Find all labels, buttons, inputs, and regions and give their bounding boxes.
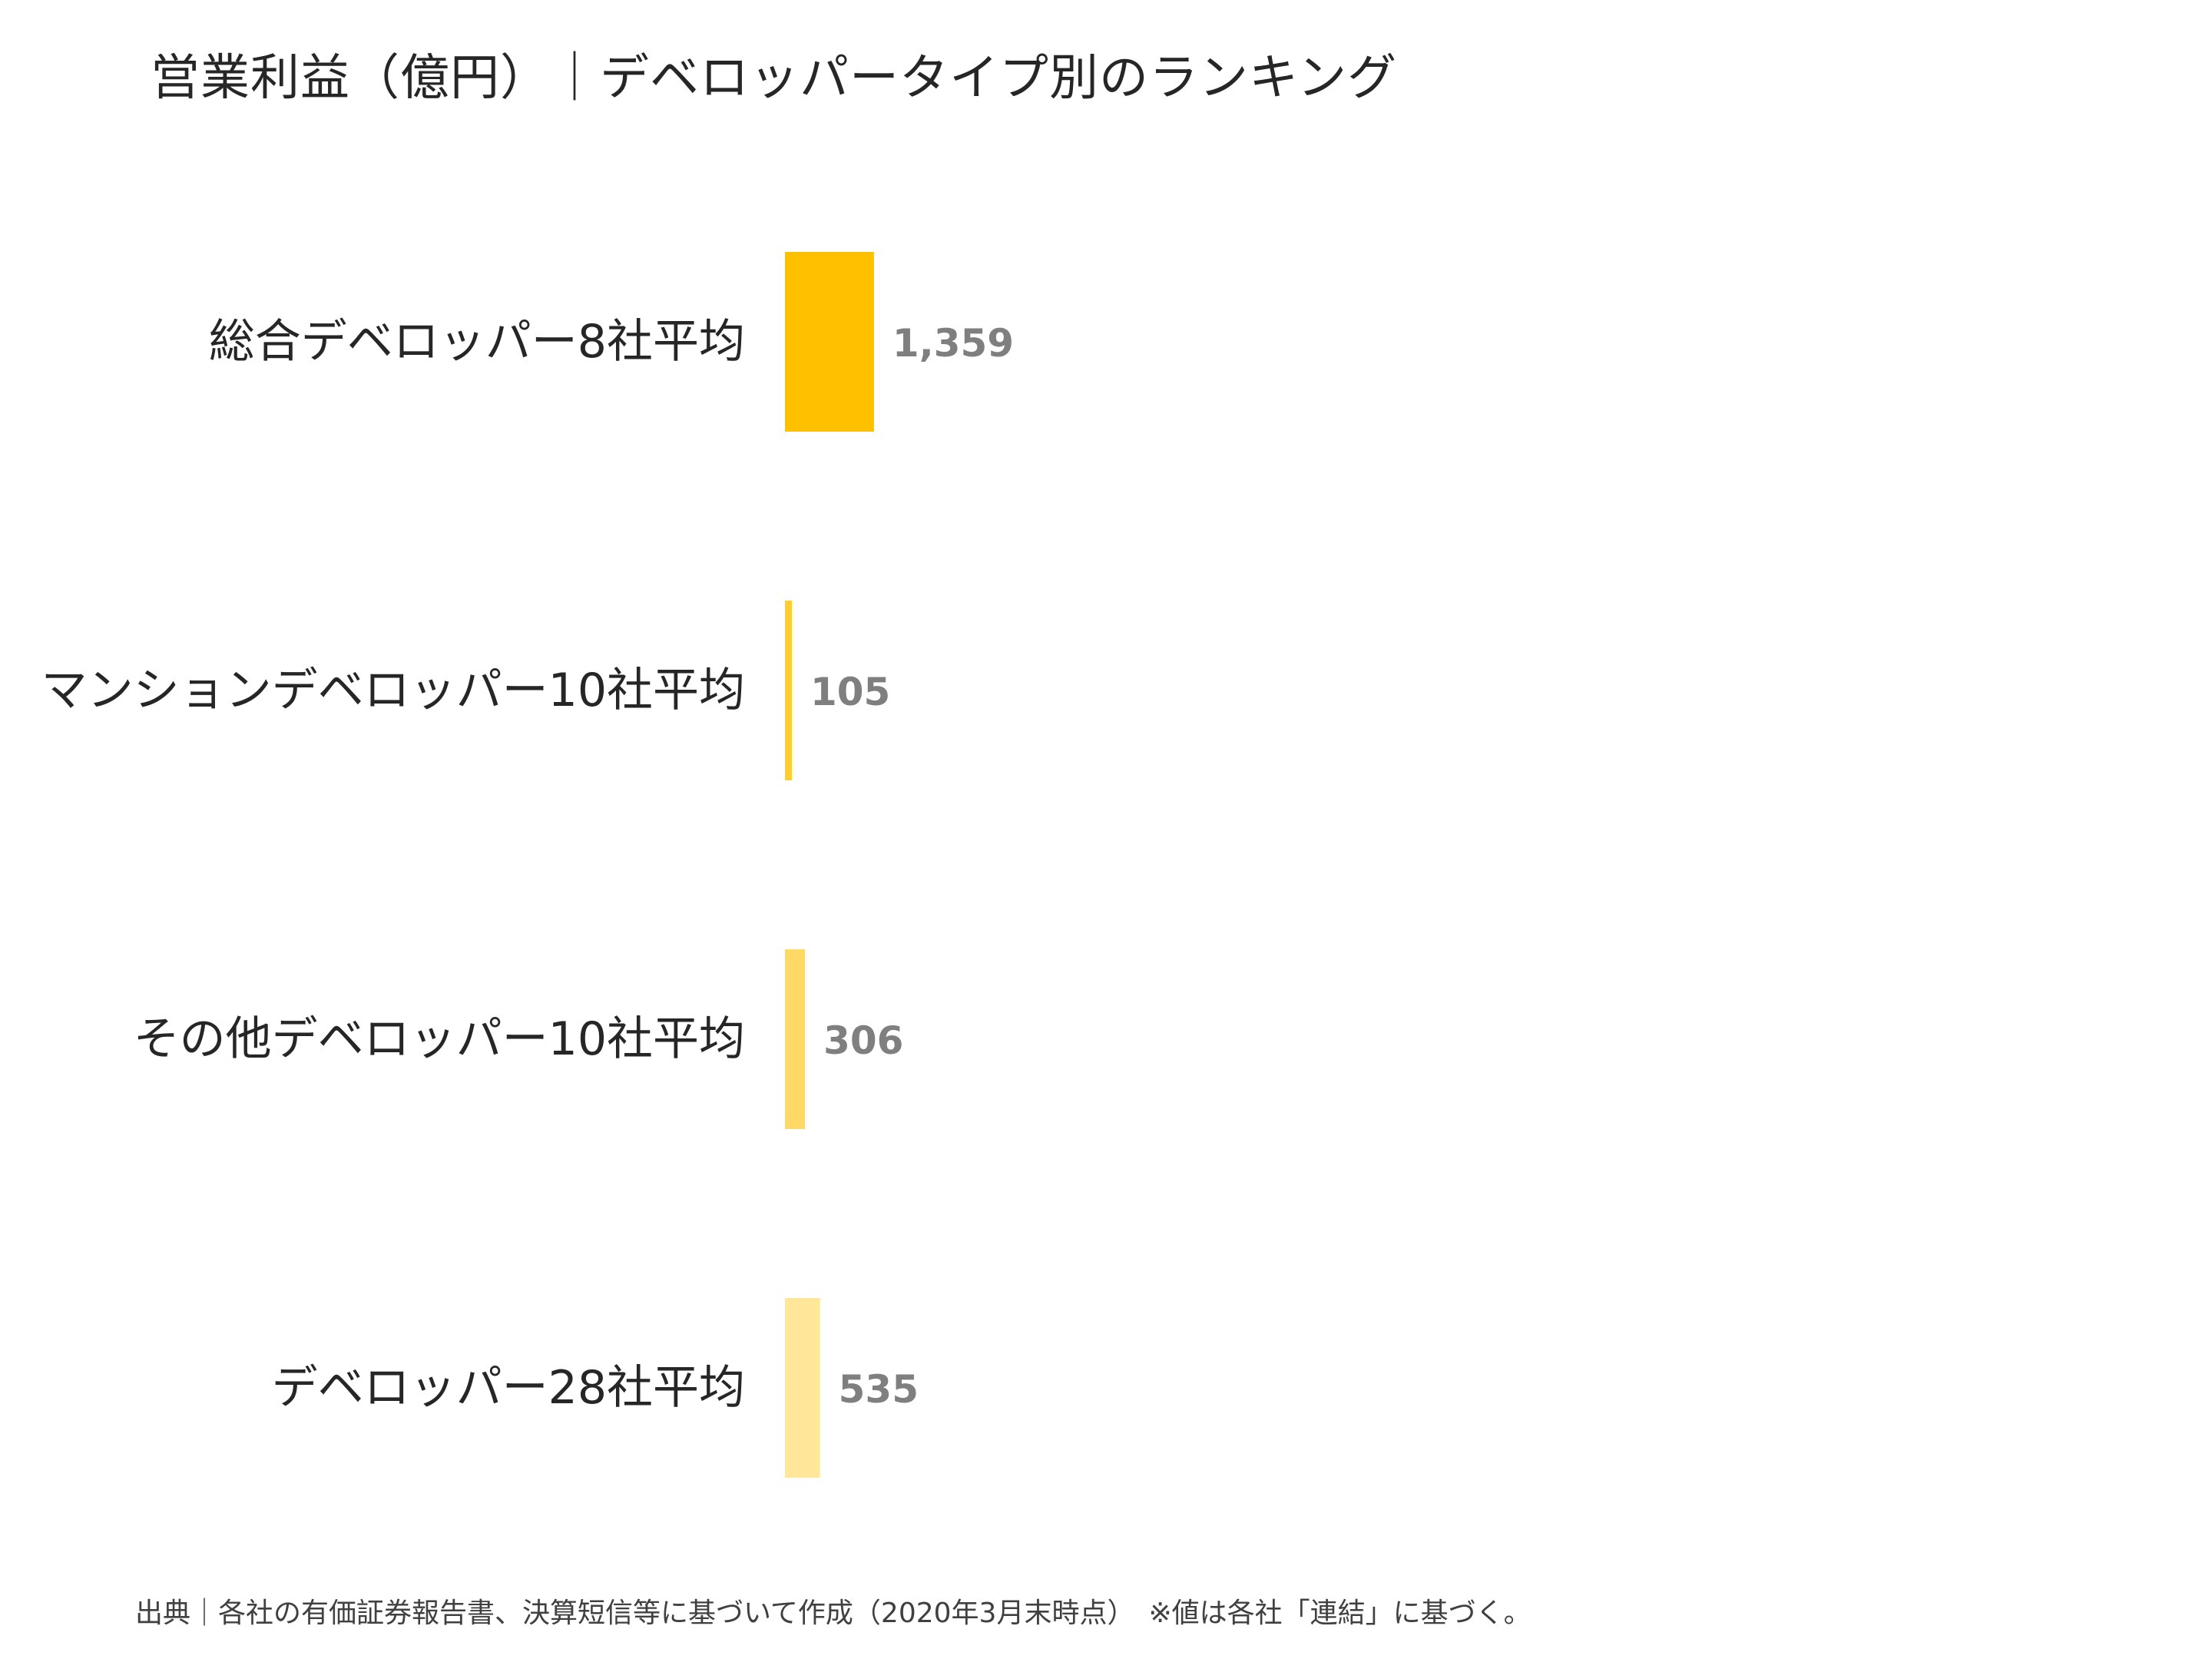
value-label-3: 306 (823, 1018, 903, 1063)
value-label-4: 535 (839, 1367, 919, 1412)
bars-layer: 総合デベロッパー8社平均 1,359 マンションデベロッパー10社平均 105 その他デ… (41, 252, 1014, 1478)
source-note: 出典｜各社の有価証券報告書、決算短信等に基づいて作成（2020年3月末時点） ※… (135, 1598, 1532, 1629)
chart-title: 営業利益（億円）｜デベロッパータイプ別のランキング (151, 50, 1398, 107)
category-label-4: デベロッパー28社平均 (272, 1361, 745, 1415)
category-label-2: マンションデベロッパー10社平均 (41, 664, 745, 717)
value-label-1: 1,359 (892, 321, 1014, 366)
bar-4 (785, 1298, 820, 1478)
bar-1 (785, 252, 874, 432)
category-label-1: 総合デベロッパー8社平均 (209, 315, 745, 369)
value-label-2: 105 (810, 670, 890, 714)
category-label-3: その他デベロッパー10社平均 (134, 1012, 745, 1066)
bar-2 (785, 601, 792, 780)
bar-3 (785, 949, 806, 1129)
